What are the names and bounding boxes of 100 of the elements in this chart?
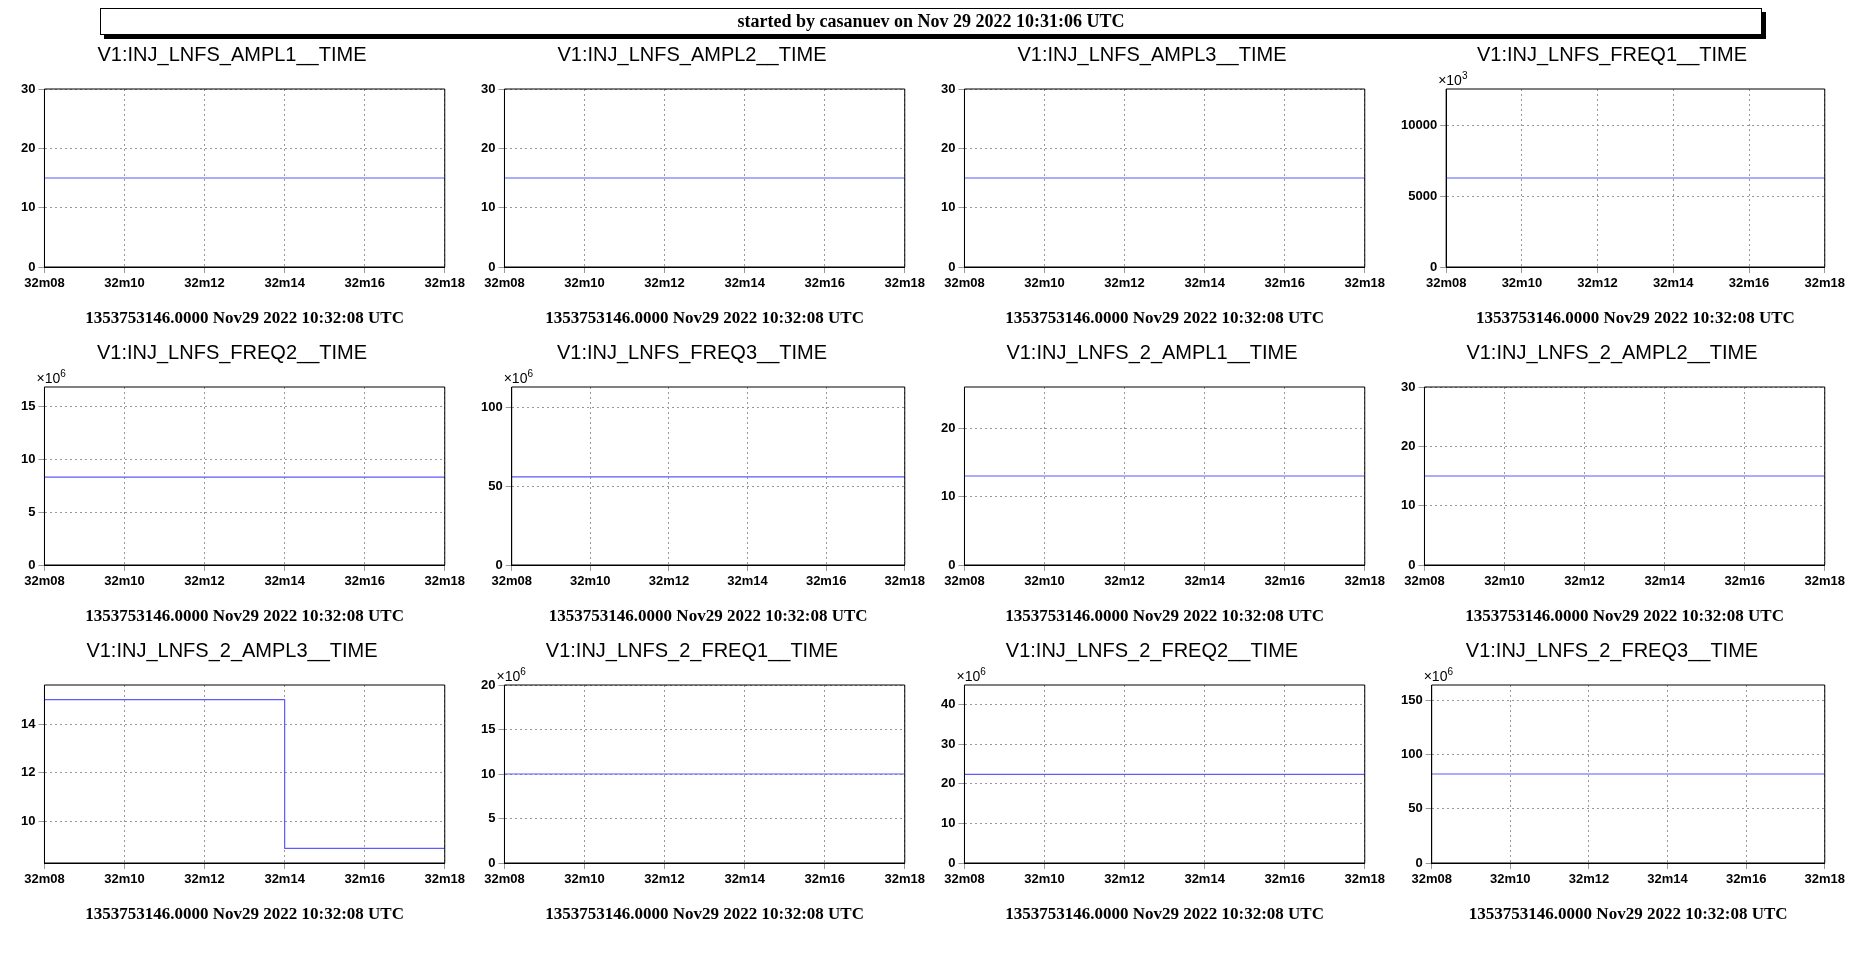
x-tick-label: 32m14 xyxy=(1184,275,1226,291)
y-tick-label: 100 xyxy=(480,399,503,415)
chart-title: V1:INJ_LNFS_AMPL1__TIME xyxy=(97,42,367,66)
x-tick-label: 32m18 xyxy=(424,275,465,291)
y-tick-label: 0 xyxy=(948,258,956,274)
x-tick-label: 32m12 xyxy=(1568,871,1610,887)
x-tick-label: 32m16 xyxy=(1724,573,1765,589)
y-tick-label: 10 xyxy=(940,815,956,831)
y-tick-label: 20 xyxy=(480,676,496,692)
x-tick-label: 32m08 xyxy=(484,871,525,887)
x-tick-label: 32m14 xyxy=(727,573,769,589)
x-tick-label: 32m10 xyxy=(564,275,605,291)
x-tick-label: 32m08 xyxy=(24,275,65,291)
y-tick-label: 50 xyxy=(488,477,503,493)
x-tick-label: 32m14 xyxy=(1647,871,1689,887)
chart-title: V1:INJ_LNFS_AMPL2__TIME xyxy=(557,42,827,66)
x-tick-label: 32m10 xyxy=(1490,871,1531,887)
y-tick-label: 5 xyxy=(28,503,36,519)
chart-title: V1:INJ_LNFS_2_FREQ1__TIME xyxy=(545,638,839,662)
x-tick-label: 32m18 xyxy=(424,573,465,589)
x-tick-label: 32m14 xyxy=(1653,275,1695,291)
x-tick-label: 32m10 xyxy=(570,573,611,589)
x-tick-label: 32m08 xyxy=(24,573,65,589)
y-tick-label: 30 xyxy=(20,80,36,96)
chart-title: V1:INJ_LNFS_FREQ2__TIME xyxy=(96,340,368,364)
text: started by casanuev on Nov 29 2022 10:31:06 UTC xyxy=(100,8,1762,35)
x-tick-label: 32m18 xyxy=(1804,871,1845,887)
x-tick-label: 32m14 xyxy=(264,573,306,589)
x-tick-label: 32m16 xyxy=(344,573,385,589)
x-tick-label: 32m16 xyxy=(1264,871,1305,887)
x-tick-label: 32m16 xyxy=(344,871,385,887)
x-tick-label: 32m08 xyxy=(1411,871,1452,887)
x-axis-title: 1353753146.0000 Nov29 2022 10:32:08 UTC xyxy=(1468,904,1788,924)
x-axis-title: 1353753146.0000 Nov29 2022 10:32:08 UTC xyxy=(545,308,864,328)
x-tick-label: 32m08 xyxy=(1404,573,1445,589)
y-tick-label: 20 xyxy=(20,139,36,155)
x-tick-label: 32m10 xyxy=(1501,275,1543,291)
y-tick-label: 5 xyxy=(488,810,496,826)
chart-title: V1:INJ_LNFS_FREQ1__TIME xyxy=(1476,42,1748,66)
x-tick-label: 32m10 xyxy=(564,871,605,887)
y-tick-label: 10000 xyxy=(1400,117,1438,133)
y-tick-label: 150 xyxy=(1400,691,1423,707)
x-tick-label: 32m18 xyxy=(1344,573,1385,589)
x-tick-label: 32m18 xyxy=(424,871,465,887)
chart-title: V1:INJ_LNFS_AMPL3__TIME xyxy=(1017,42,1287,66)
y-tick-label: 0 xyxy=(488,854,496,870)
x-tick-label: 32m12 xyxy=(1577,275,1618,291)
y-tick-label: 10 xyxy=(480,765,496,781)
x-tick-label: 32m16 xyxy=(805,573,847,589)
x-tick-label: 32m16 xyxy=(804,275,845,291)
y-tick-label: 50 xyxy=(1408,800,1423,816)
x-tick-label: 32m10 xyxy=(1484,573,1525,589)
x-tick-label: 32m08 xyxy=(944,275,985,291)
x-tick-label: 32m08 xyxy=(1425,275,1467,291)
y-tick-label: 0 xyxy=(28,556,36,572)
chart-title: V1:INJ_LNFS_FREQ3__TIME xyxy=(556,340,828,364)
x-tick-label: 32m10 xyxy=(104,871,145,887)
x-axis-title: 1353753146.0000 Nov29 2022 10:32:08 UTC xyxy=(545,904,864,924)
x-tick-label: 32m16 xyxy=(1264,573,1305,589)
x-tick-label: 32m14 xyxy=(264,275,306,291)
y-tick-label: 20 xyxy=(940,775,956,791)
x-tick-label: 32m08 xyxy=(484,275,525,291)
y-tick-label: 0 xyxy=(948,854,956,870)
x-tick-label: 32m18 xyxy=(884,573,925,589)
y-tick-label: 10 xyxy=(940,488,956,504)
chart-title: V1:INJ_LNFS_2_AMPL1__TIME xyxy=(1006,340,1298,364)
x-tick-label: 32m16 xyxy=(1725,871,1767,887)
y-tick-label: 0 xyxy=(1415,854,1423,870)
x-tick-label: 32m18 xyxy=(1804,573,1845,589)
y-tick-label: 15 xyxy=(480,721,496,737)
x-tick-label: 32m14 xyxy=(724,275,766,291)
x-tick-label: 32m12 xyxy=(1104,573,1145,589)
x-axis-title: 1353753146.0000 Nov29 2022 10:32:08 UTC xyxy=(1005,904,1324,924)
x-tick-label: 32m14 xyxy=(1644,573,1686,589)
x-tick-label: 32m16 xyxy=(1264,275,1305,291)
x-tick-label: 32m12 xyxy=(1104,871,1145,887)
x-tick-label: 32m12 xyxy=(184,871,225,887)
x-tick-label: 32m10 xyxy=(1024,871,1065,887)
y-tick-label: 40 xyxy=(940,696,956,712)
x-tick-label: 32m14 xyxy=(264,871,306,887)
x-axis-title: 1353753146.0000 Nov29 2022 10:32:08 UTC xyxy=(85,904,404,924)
x-tick-label: 32m08 xyxy=(491,573,532,589)
x-tick-label: 32m18 xyxy=(1804,275,1845,291)
chart-title: V1:INJ_LNFS_2_FREQ3__TIME xyxy=(1465,638,1759,662)
y-tick-label: 30 xyxy=(1400,378,1416,394)
x-axis-title: 1353753146.0000 Nov29 2022 10:32:08 UTC xyxy=(1005,606,1324,626)
y-tick-label: 30 xyxy=(940,735,956,751)
y-tick-label: 0 xyxy=(1408,556,1416,572)
y-tick-label: 5000 xyxy=(1408,187,1438,203)
x-axis-title: 1353753146.0000 Nov29 2022 10:32:08 UTC xyxy=(1476,308,1795,328)
x-tick-label: 32m14 xyxy=(1184,573,1226,589)
x-tick-label: 32m16 xyxy=(1728,275,1770,291)
y-tick-label: 10 xyxy=(20,450,36,466)
x-tick-label: 32m18 xyxy=(884,871,925,887)
x-axis-title: 1353753146.0000 Nov29 2022 10:32:08 UTC xyxy=(85,606,404,626)
y-tick-label: 100 xyxy=(1400,746,1423,762)
x-tick-label: 32m12 xyxy=(184,275,225,291)
y-tick-label: 20 xyxy=(1400,437,1416,453)
x-tick-label: 32m16 xyxy=(344,275,385,291)
x-tick-label: 32m14 xyxy=(724,871,766,887)
